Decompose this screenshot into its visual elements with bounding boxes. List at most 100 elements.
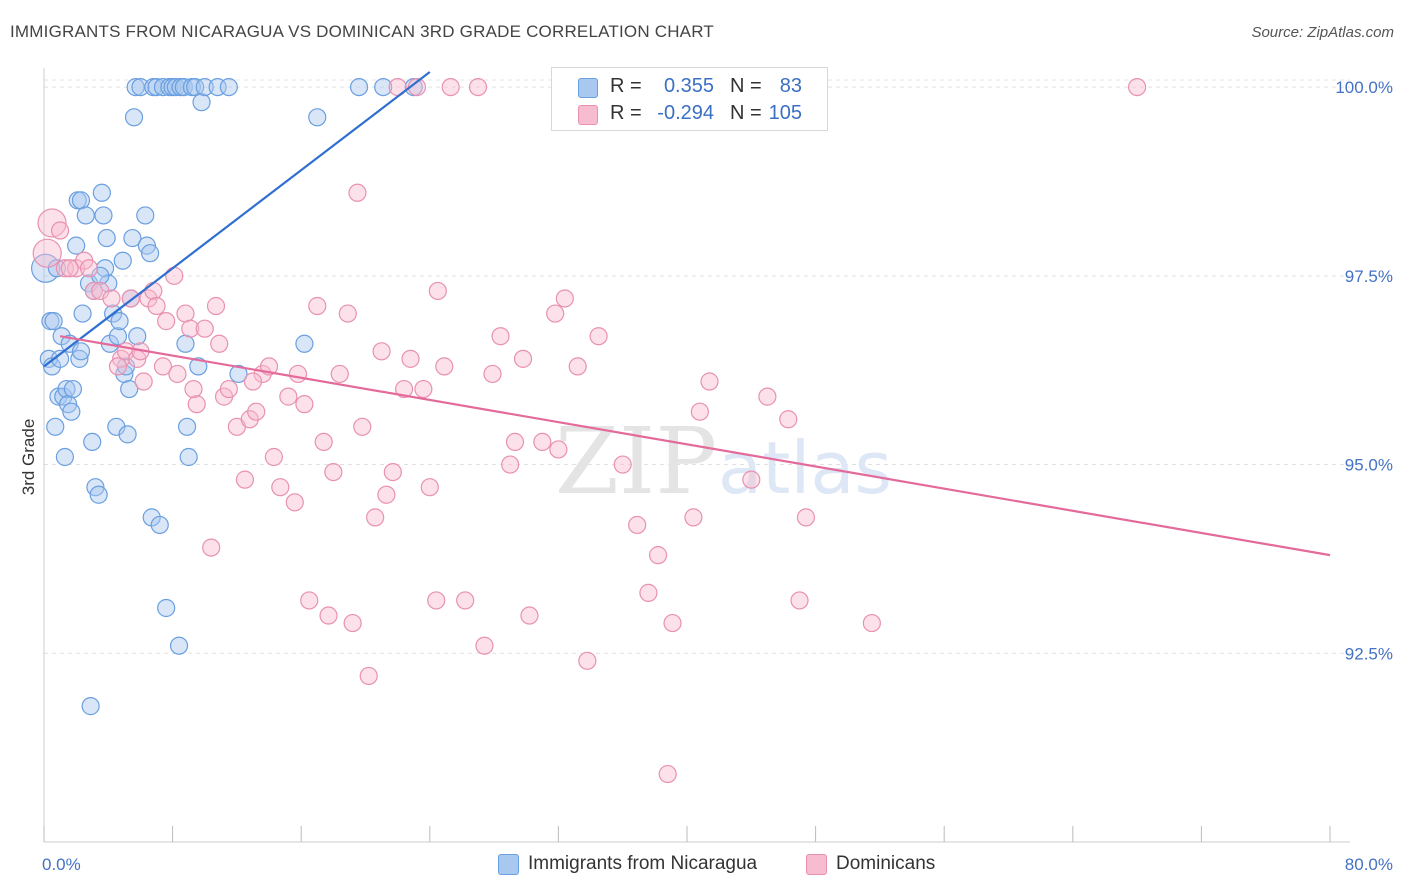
point-dominicans — [32, 238, 62, 268]
trend-lines — [43, 71, 1331, 557]
point-dominicans — [37, 208, 67, 238]
point-dominicans — [684, 508, 703, 527]
legend-swatch-nicaragua — [578, 78, 598, 98]
point-dominicans — [271, 478, 290, 497]
point-dominicans — [394, 379, 414, 399]
point-nicaragua — [89, 485, 108, 504]
point-dominicans — [324, 462, 343, 482]
point-nicaragua — [46, 417, 65, 436]
axes — [43, 68, 1350, 843]
point-dominicans — [401, 349, 420, 368]
point-dominicans — [628, 515, 647, 535]
point-dominicans — [314, 432, 333, 452]
point-nicaragua — [140, 244, 160, 263]
point-dominicans — [50, 221, 70, 240]
point-nicaragua — [70, 349, 89, 368]
point-nicaragua — [374, 77, 393, 97]
r-label: R = — [610, 75, 642, 97]
point-dominicans — [60, 259, 79, 278]
point-dominicans — [578, 651, 597, 670]
point-nicaragua — [169, 636, 189, 655]
point-nicaragua — [92, 183, 111, 202]
point-dominicans — [377, 485, 396, 504]
watermark-atlas: atlas — [718, 426, 892, 510]
point-nicaragua — [113, 251, 132, 270]
point-dominicans — [157, 312, 176, 331]
point-dominicans — [285, 493, 304, 512]
axis-labels: 92.5% 95.0% 97.5% 100.0% 0.0% 80.0% 3rd Grade — [19, 78, 1393, 874]
point-nicaragua — [55, 447, 74, 467]
point-dominicans — [790, 591, 809, 610]
point-nicaragua — [50, 349, 70, 368]
legend-swatch — [806, 854, 827, 875]
y-axis-label: 3rd Grade — [19, 419, 38, 496]
point-nicaragua — [219, 77, 238, 97]
point-dominicans — [181, 319, 200, 338]
point-dominicans — [441, 77, 460, 97]
point-nicaragua — [153, 77, 173, 97]
chart-source: Source: ZipAtlas.com — [1251, 24, 1394, 41]
point-nicaragua — [186, 77, 205, 97]
legend-swatch-dominicans — [578, 105, 598, 125]
point-dominicans — [501, 455, 520, 474]
point-dominicans — [144, 281, 163, 301]
trend-line-nicaragua — [43, 71, 431, 368]
point-nicaragua — [57, 379, 76, 399]
legend-swatch — [498, 854, 519, 875]
point-dominicans — [700, 372, 719, 391]
point-dominicans — [1127, 77, 1147, 97]
point-dominicans — [168, 364, 187, 384]
legend-label: Dominicans — [836, 853, 936, 874]
point-nicaragua — [97, 228, 116, 248]
point-nicaragua — [136, 206, 155, 225]
point-nicaragua — [131, 77, 150, 97]
point-dominicans — [366, 508, 385, 527]
point-nicaragua — [124, 108, 144, 127]
point-nicaragua — [295, 334, 314, 353]
point-dominicans — [742, 470, 761, 489]
point-nicaragua — [71, 191, 91, 210]
point-nicaragua — [150, 515, 169, 535]
point-dominicans — [295, 395, 314, 414]
trend-line-dominicans — [59, 335, 1331, 557]
point-dominicans — [648, 546, 668, 565]
point-nicaragua — [179, 447, 198, 467]
r-value: -0.294 — [657, 102, 714, 124]
point-nicaragua — [195, 77, 214, 97]
point-nicaragua — [76, 206, 95, 225]
point-nicaragua — [126, 77, 145, 97]
n-value: 83 — [779, 75, 802, 97]
point-nicaragua — [110, 312, 129, 331]
point-dominicans — [862, 613, 881, 633]
n-label: N = — [730, 75, 762, 97]
point-dominicans — [264, 447, 283, 467]
point-dominicans — [456, 591, 475, 610]
point-dominicans — [639, 583, 658, 602]
point-dominicans — [102, 289, 121, 308]
point-dominicans — [338, 304, 357, 323]
point-dominicans — [549, 440, 568, 459]
point-dominicans — [235, 470, 255, 489]
point-nicaragua — [157, 598, 176, 618]
data-points — [31, 77, 1147, 784]
point-dominicans — [247, 402, 266, 421]
point-nicaragua — [71, 342, 91, 361]
y-tick-label: 97.5% — [1345, 267, 1393, 286]
point-nicaragua — [128, 327, 147, 346]
point-nicaragua — [73, 304, 92, 323]
point-nicaragua — [308, 108, 327, 127]
point-nicaragua — [120, 379, 139, 399]
x-tick-label-max: 80.0% — [1345, 855, 1393, 874]
point-dominicans — [330, 364, 349, 384]
point-dominicans — [491, 327, 510, 346]
point-nicaragua — [62, 402, 81, 421]
point-nicaragua — [123, 228, 142, 248]
point-dominicans — [195, 319, 214, 338]
point-dominicans — [383, 462, 402, 482]
point-dominicans — [555, 289, 574, 308]
y-tick-label: 100.0% — [1335, 78, 1393, 97]
point-dominicans — [468, 77, 488, 97]
point-dominicans — [658, 764, 677, 784]
point-nicaragua — [176, 334, 195, 353]
point-dominicans — [176, 304, 195, 323]
